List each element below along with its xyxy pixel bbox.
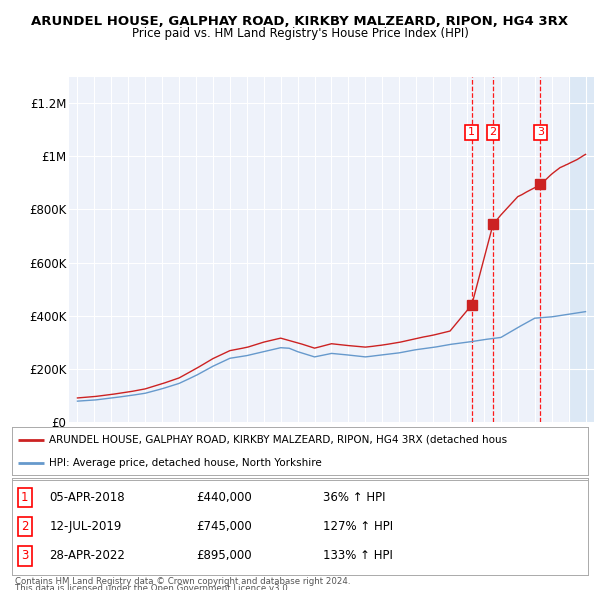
Text: £745,000: £745,000 [196, 520, 252, 533]
Text: 28-APR-2022: 28-APR-2022 [49, 549, 125, 562]
Text: 36% ↑ HPI: 36% ↑ HPI [323, 491, 386, 504]
Text: 127% ↑ HPI: 127% ↑ HPI [323, 520, 393, 533]
Text: £440,000: £440,000 [196, 491, 252, 504]
Text: 133% ↑ HPI: 133% ↑ HPI [323, 549, 393, 562]
Text: 3: 3 [537, 127, 544, 137]
Text: ARUNDEL HOUSE, GALPHAY ROAD, KIRKBY MALZEARD, RIPON, HG4 3RX: ARUNDEL HOUSE, GALPHAY ROAD, KIRKBY MALZ… [31, 15, 569, 28]
Text: 3: 3 [21, 549, 28, 562]
Text: 12-JUL-2019: 12-JUL-2019 [49, 520, 122, 533]
Text: 2: 2 [490, 127, 497, 137]
Text: Contains HM Land Registry data © Crown copyright and database right 2024.: Contains HM Land Registry data © Crown c… [15, 577, 350, 586]
Text: ARUNDEL HOUSE, GALPHAY ROAD, KIRKBY MALZEARD, RIPON, HG4 3RX (detached hous: ARUNDEL HOUSE, GALPHAY ROAD, KIRKBY MALZ… [49, 435, 508, 445]
Text: This data is licensed under the Open Government Licence v3.0.: This data is licensed under the Open Gov… [15, 584, 290, 590]
Text: 1: 1 [21, 491, 28, 504]
Text: 2: 2 [21, 520, 28, 533]
Text: 1: 1 [468, 127, 475, 137]
Text: 05-APR-2018: 05-APR-2018 [49, 491, 125, 504]
Text: Price paid vs. HM Land Registry's House Price Index (HPI): Price paid vs. HM Land Registry's House … [131, 27, 469, 40]
Bar [569, 77, 594, 422]
Text: £895,000: £895,000 [196, 549, 252, 562]
Text: HPI: Average price, detached house, North Yorkshire: HPI: Average price, detached house, Nort… [49, 458, 322, 468]
